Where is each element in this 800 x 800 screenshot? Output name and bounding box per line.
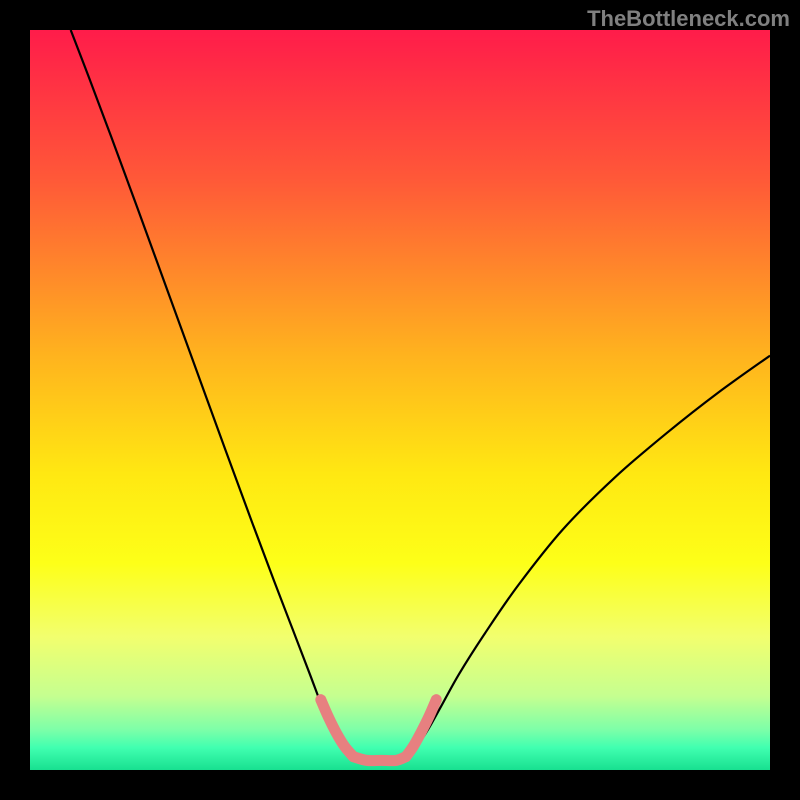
gradient-background <box>30 30 770 770</box>
watermark-text: TheBottleneck.com <box>587 6 790 32</box>
chart-container: TheBottleneck.com <box>0 0 800 800</box>
bottleneck-chart <box>30 30 770 770</box>
highlight-bottom <box>353 757 406 761</box>
